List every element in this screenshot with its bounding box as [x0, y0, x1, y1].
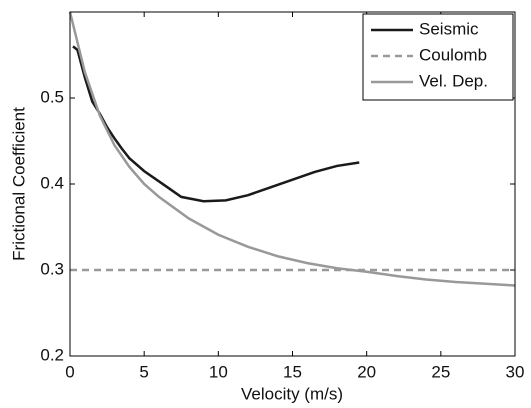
x-tick-label: 15	[283, 362, 302, 381]
y-tick-label: 0.2	[40, 345, 64, 364]
x-tick-label: 10	[209, 362, 228, 381]
legend-label: Vel. Dep.	[419, 71, 488, 90]
y-tick-label: 0.5	[40, 87, 64, 106]
y-axis-label: Frictional Coefficient	[9, 107, 28, 261]
plot-frame	[69, 11, 516, 357]
x-tick-label: 30	[506, 362, 525, 381]
series-line	[68, 11, 516, 287]
series-line	[72, 45, 360, 203]
legend-label: Coulomb	[419, 45, 487, 64]
x-tick-label: 0	[65, 362, 74, 381]
y-tick-label: 0.3	[40, 259, 64, 278]
y-tick-label: 0.4	[40, 173, 64, 192]
x-tick-label: 5	[139, 362, 148, 381]
x-tick-label: 20	[357, 362, 376, 381]
legend-label: Seismic	[419, 19, 479, 38]
x-tick-label: 25	[431, 362, 450, 381]
x-axis-label: Velocity (m/s)	[241, 384, 343, 403]
